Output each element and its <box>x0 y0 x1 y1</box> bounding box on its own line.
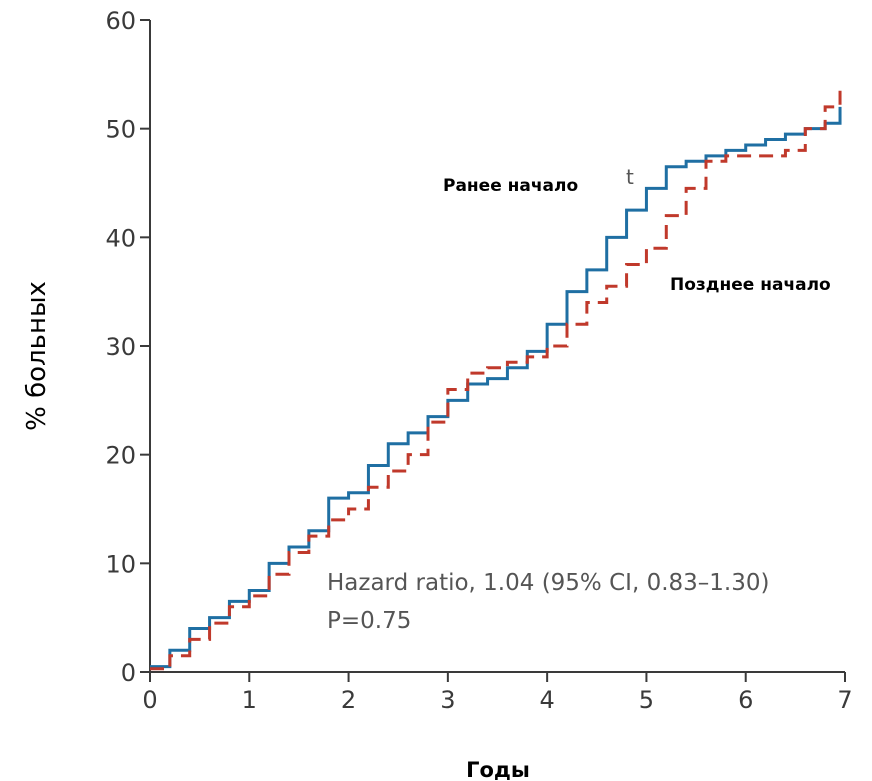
x-tick-label: 1 <box>242 686 257 714</box>
x-tick-label: 7 <box>837 686 852 714</box>
legend-late: Позднее начало <box>670 275 831 295</box>
axes: 0 10 20 30 40 50 60 0 1 2 3 4 5 6 7 <box>105 7 852 714</box>
stray-annotation: t <box>626 165 634 189</box>
y-tick-label: 50 <box>105 116 136 144</box>
series-layer <box>150 85 842 671</box>
p-value-annotation: P=0.75 <box>327 608 411 634</box>
y-tick-label: 40 <box>105 224 136 252</box>
series-line-late <box>150 85 842 671</box>
y-tick-label: 60 <box>105 7 136 35</box>
y-axis-label: % больных <box>22 281 52 431</box>
x-tick-label: 5 <box>639 686 654 714</box>
x-tick-label: 2 <box>341 686 356 714</box>
y-tick-label: 10 <box>105 550 136 578</box>
legend-early: Ранее начало <box>443 176 578 196</box>
y-tick-label: 30 <box>105 333 136 361</box>
x-axis-label: Годы <box>466 758 530 781</box>
x-tick-label: 0 <box>142 686 157 714</box>
x-tick-label: 6 <box>738 686 753 714</box>
hazard-ratio-annotation: Hazard ratio, 1.04 (95% CI, 0.83–1.30) <box>327 570 769 596</box>
x-tick-label: 4 <box>540 686 555 714</box>
series-line-early <box>150 106 842 669</box>
x-tick-label: 3 <box>440 686 455 714</box>
y-tick-label: 20 <box>105 442 136 470</box>
y-tick-label: 0 <box>121 659 136 687</box>
